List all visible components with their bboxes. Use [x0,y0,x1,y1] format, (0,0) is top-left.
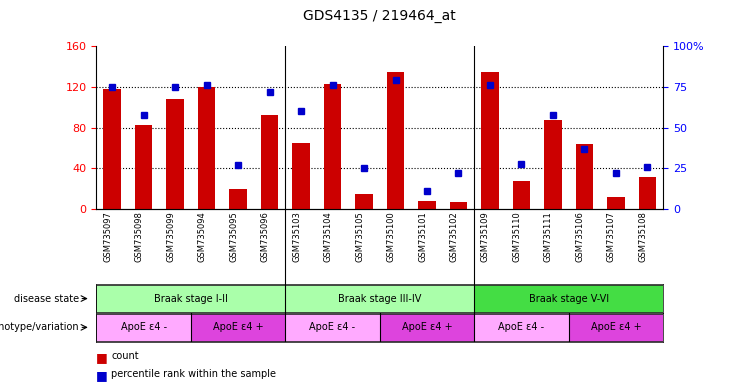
Text: GSM735098: GSM735098 [135,211,144,262]
Text: GSM735102: GSM735102 [450,211,459,262]
Bar [545,119,562,209]
Bar [285,285,474,313]
Text: GSM735106: GSM735106 [576,211,585,262]
Text: disease state: disease state [14,293,79,304]
Text: ApoE ε4 +: ApoE ε4 + [213,322,263,333]
Text: GSM735107: GSM735107 [607,211,616,262]
Bar [198,87,215,209]
Text: GSM735111: GSM735111 [544,211,553,262]
Text: GSM735100: GSM735100 [387,211,396,262]
Bar [474,313,569,341]
Text: ■: ■ [96,351,108,364]
Bar [482,71,499,209]
Text: genotype/variation: genotype/variation [0,322,79,333]
Bar [230,189,247,209]
Text: GSM735094: GSM735094 [198,211,207,262]
Text: Braak stage V-VI: Braak stage V-VI [528,293,609,304]
Text: ■: ■ [96,369,108,382]
Bar [576,144,593,209]
Text: GSM735095: GSM735095 [229,211,238,262]
Bar [167,99,184,209]
Text: GSM735108: GSM735108 [639,211,648,262]
Bar [135,125,152,209]
Bar [96,313,191,341]
Text: GSM735099: GSM735099 [166,211,175,262]
Bar [356,194,373,209]
Text: GSM735096: GSM735096 [261,211,270,262]
Bar [608,197,625,209]
Text: GSM735104: GSM735104 [324,211,333,262]
Bar [379,313,474,341]
Bar [293,143,310,209]
Bar [191,313,285,341]
Bar [569,313,663,341]
Text: GSM735101: GSM735101 [418,211,427,262]
Text: count: count [111,351,139,361]
Text: ApoE ε4 -: ApoE ε4 - [121,322,167,333]
Bar [513,181,530,209]
Text: Braak stage III-IV: Braak stage III-IV [338,293,422,304]
Text: ApoE ε4 -: ApoE ε4 - [499,322,545,333]
Text: GDS4135 / 219464_at: GDS4135 / 219464_at [303,9,456,23]
Text: ApoE ε4 -: ApoE ε4 - [310,322,356,333]
Bar [104,89,121,209]
Text: percentile rank within the sample: percentile rank within the sample [111,369,276,379]
Text: GSM735110: GSM735110 [513,211,522,262]
Bar [96,285,285,313]
Bar [324,84,341,209]
Text: ApoE ε4 +: ApoE ε4 + [402,322,452,333]
Text: GSM735105: GSM735105 [355,211,364,262]
Text: Braak stage I-II: Braak stage I-II [154,293,227,304]
Bar [639,177,656,209]
Bar [450,202,467,209]
Text: GSM735097: GSM735097 [103,211,112,262]
Bar [261,116,278,209]
Text: GSM735109: GSM735109 [481,211,490,262]
Bar [285,313,380,341]
Text: ApoE ε4 +: ApoE ε4 + [591,322,641,333]
Bar [419,201,436,209]
Text: GSM735103: GSM735103 [292,211,301,262]
Bar [474,285,663,313]
Bar [387,71,404,209]
